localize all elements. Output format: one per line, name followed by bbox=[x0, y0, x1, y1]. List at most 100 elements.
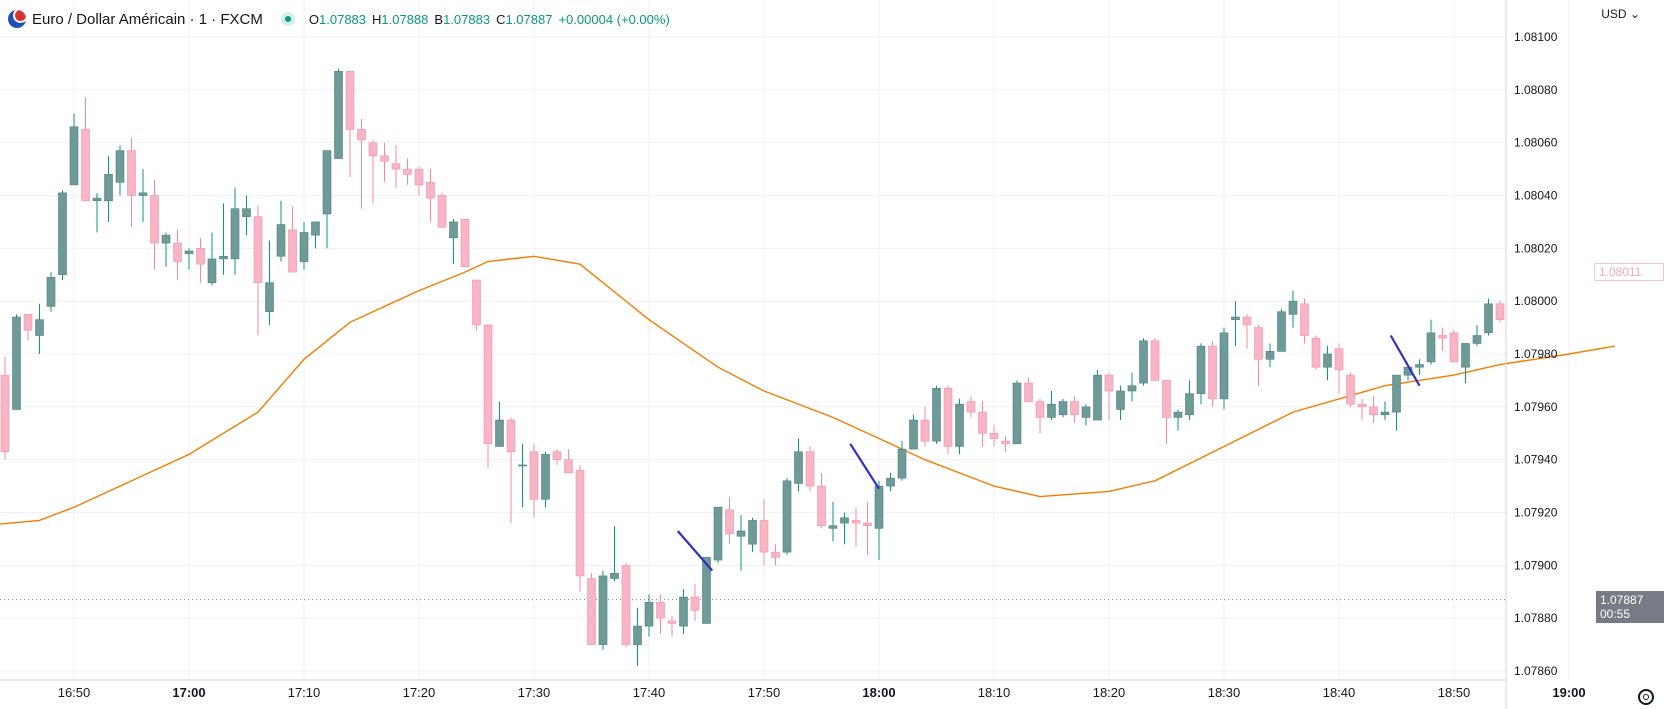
candle-body bbox=[207, 258, 217, 283]
candle bbox=[1300, 298, 1309, 344]
candle-body bbox=[1104, 374, 1114, 392]
candle bbox=[667, 615, 677, 637]
candle bbox=[748, 517, 757, 553]
candle bbox=[1392, 374, 1401, 431]
x-tick-label: 17:40 bbox=[633, 685, 666, 700]
candle-body bbox=[184, 250, 194, 254]
candle-body bbox=[575, 469, 585, 577]
candle bbox=[1047, 390, 1056, 421]
candle bbox=[207, 232, 217, 286]
symbol-title[interactable]: Euro / Dollar Américain · 1 · FXCM bbox=[32, 10, 263, 28]
candle-body bbox=[1265, 351, 1275, 360]
candle bbox=[897, 441, 907, 481]
candle-body bbox=[403, 168, 412, 175]
candle bbox=[115, 145, 125, 196]
candle-body bbox=[621, 565, 631, 645]
candle bbox=[1472, 324, 1482, 347]
x-tick-label: 18:40 bbox=[1323, 685, 1356, 700]
candle-body bbox=[265, 282, 274, 313]
settings-gear-icon[interactable] bbox=[1638, 689, 1654, 705]
candle bbox=[322, 150, 332, 249]
candle bbox=[1185, 380, 1194, 421]
x-tick-label: 17:50 bbox=[748, 685, 781, 700]
candle-body bbox=[529, 451, 539, 500]
candle bbox=[598, 570, 608, 650]
candle-body bbox=[805, 451, 815, 487]
market-status-icon[interactable] bbox=[280, 12, 295, 26]
candle bbox=[966, 396, 976, 418]
candle bbox=[1127, 372, 1137, 402]
candle bbox=[1369, 396, 1378, 423]
candle bbox=[552, 449, 562, 465]
candle-body bbox=[1035, 401, 1045, 418]
candle-body bbox=[1300, 303, 1309, 336]
candle-body bbox=[794, 451, 803, 484]
candle-body bbox=[1162, 380, 1171, 418]
candle-body bbox=[667, 620, 677, 624]
candle-body bbox=[311, 221, 320, 236]
x-tick-label: 16:50 bbox=[58, 685, 91, 700]
candle bbox=[1323, 346, 1332, 381]
candle bbox=[943, 385, 953, 455]
candle-body bbox=[1346, 374, 1355, 405]
candle-body bbox=[449, 221, 458, 239]
candle bbox=[1380, 401, 1390, 421]
price-axis: 1.08100 1.08080 1.08060 1.08040 1.08020 1.080… bbox=[0, 0, 1586, 709]
candle bbox=[69, 113, 79, 186]
candle bbox=[575, 464, 585, 592]
candle bbox=[311, 221, 320, 249]
candle bbox=[886, 472, 895, 492]
candle bbox=[690, 583, 700, 621]
candle-body bbox=[69, 126, 79, 186]
high-label: H bbox=[372, 11, 382, 27]
candle-body bbox=[782, 480, 792, 553]
candle bbox=[541, 451, 550, 508]
candle-body bbox=[1472, 335, 1482, 344]
candle bbox=[1484, 298, 1493, 336]
candle-body bbox=[437, 195, 447, 228]
candle-body bbox=[713, 506, 723, 561]
y-tick-label: 1.08000 bbox=[1514, 294, 1558, 308]
candle-body bbox=[426, 181, 435, 199]
candle-body bbox=[978, 411, 987, 434]
x-tick-label: 18:10 bbox=[978, 685, 1011, 700]
candle bbox=[1035, 398, 1045, 434]
currency-selector[interactable]: USD ⌄ bbox=[1601, 7, 1640, 21]
candle bbox=[1058, 398, 1068, 418]
candle bbox=[840, 512, 849, 545]
candle-body bbox=[12, 316, 21, 410]
candle bbox=[1265, 343, 1275, 368]
candle bbox=[104, 155, 113, 222]
candle-body bbox=[1369, 406, 1378, 416]
candle bbox=[1001, 435, 1010, 452]
candle bbox=[391, 145, 401, 188]
high-value: 1.07888 bbox=[381, 11, 429, 27]
chart-grid bbox=[0, 0, 1570, 680]
candle-body bbox=[472, 279, 481, 326]
candle bbox=[127, 137, 136, 228]
candle bbox=[851, 507, 861, 547]
candle-body bbox=[943, 388, 953, 447]
candle-body bbox=[1024, 382, 1033, 402]
candle bbox=[1311, 335, 1321, 370]
close-value: 1.07887 bbox=[505, 11, 553, 27]
candle bbox=[380, 142, 389, 183]
candle-body bbox=[1093, 374, 1102, 421]
candle bbox=[1288, 290, 1298, 328]
candle-body bbox=[1047, 403, 1056, 418]
candle-body bbox=[736, 530, 746, 537]
candle bbox=[219, 203, 228, 275]
candle-body bbox=[1392, 374, 1401, 413]
candle-body bbox=[230, 208, 240, 260]
candle-body bbox=[253, 216, 263, 283]
candle bbox=[771, 544, 780, 566]
x-tick-label: 18:00 bbox=[862, 685, 895, 700]
candle bbox=[1415, 359, 1424, 376]
candle bbox=[587, 573, 596, 645]
candle bbox=[1254, 324, 1263, 386]
candle-body bbox=[1484, 303, 1493, 334]
candle bbox=[782, 478, 792, 555]
x-tick-label: 17:20 bbox=[403, 685, 436, 700]
trend-line bbox=[849, 443, 880, 490]
